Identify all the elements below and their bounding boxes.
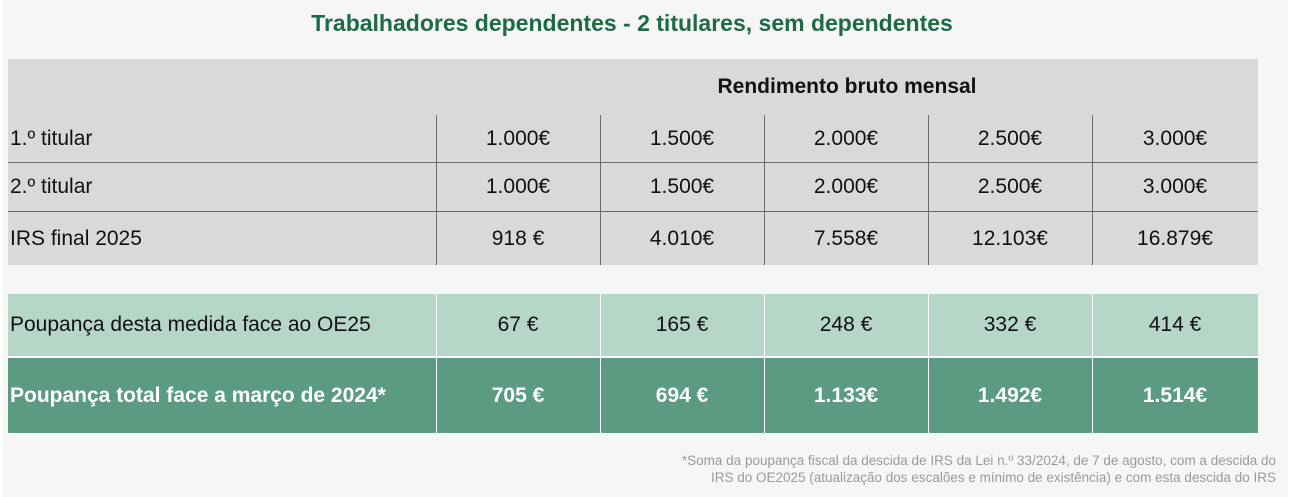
- row-label-savings-oe25: Poupança desta medida face ao OE25: [10, 313, 371, 336]
- income-table: Rendimento bruto mensal 1.º titular 1.00…: [8, 59, 1258, 265]
- table-cell: 7.558€: [813, 226, 879, 250]
- table-cell: 2.000€: [813, 175, 879, 198]
- divider: [1092, 294, 1093, 433]
- divider: [600, 294, 601, 433]
- table-cell: 1.000€: [485, 127, 551, 150]
- table-cell: 3.000€: [1142, 127, 1208, 150]
- row-label-titular-2: 2.º titular: [10, 175, 93, 198]
- table-cell: 16.879€: [1137, 226, 1213, 250]
- savings-table: Poupança desta medida face ao OE25 67 € …: [8, 294, 1258, 433]
- table-cell: 12.103€: [972, 226, 1048, 250]
- table-cell: 918 €: [491, 226, 545, 250]
- table-cell: 414 €: [1148, 313, 1202, 336]
- table-cell: 67 €: [497, 313, 539, 336]
- row-divider: [8, 211, 1258, 212]
- row-label-irs-final: IRS final 2025: [10, 226, 142, 250]
- divider: [436, 294, 437, 433]
- divider: [928, 115, 929, 265]
- table-cell: 2.500€: [977, 175, 1043, 198]
- footnote-line: *Soma da poupança fiscal da descida de I…: [681, 453, 1276, 468]
- table-cell: 1.500€: [649, 175, 715, 198]
- table-cell: 332 €: [983, 313, 1037, 336]
- page-title: Trabalhadores dependentes - 2 titulares,…: [311, 10, 953, 36]
- table-cell: 4.010€: [649, 226, 715, 250]
- footnote-line: IRS do OE2025 (atualização dos escalões …: [710, 470, 1276, 485]
- row-label-titular-1: 1.º titular: [10, 127, 93, 150]
- divider: [436, 115, 437, 265]
- table-cell: 1.133€: [813, 383, 879, 407]
- table-cell: 694 €: [655, 383, 709, 407]
- table-cell: 705 €: [491, 383, 545, 407]
- table-cell: 1.500€: [649, 127, 715, 150]
- table-cell: 1.514€: [1142, 383, 1208, 407]
- row-label-total-savings: Poupança total face a março de 2024*: [10, 383, 386, 407]
- column-group-header: Rendimento bruto mensal: [717, 75, 977, 98]
- divider: [764, 294, 765, 433]
- footnote: *Soma da poupança fiscal da descida de I…: [576, 452, 1276, 486]
- total-savings-band: [8, 357, 1258, 433]
- table-cell: 1.492€: [977, 383, 1043, 407]
- table-cell: 2.000€: [813, 127, 879, 150]
- table-cell: 165 €: [655, 313, 709, 336]
- table-cell: 248 €: [819, 313, 873, 336]
- table-cell: 1.000€: [485, 175, 551, 198]
- row-divider: [8, 356, 1258, 358]
- table-cell: 2.500€: [977, 127, 1043, 150]
- divider: [600, 115, 601, 265]
- row-divider: [8, 162, 1258, 163]
- table-cell: 3.000€: [1142, 175, 1208, 198]
- divider: [1092, 115, 1093, 265]
- divider: [928, 294, 929, 433]
- divider: [764, 115, 765, 265]
